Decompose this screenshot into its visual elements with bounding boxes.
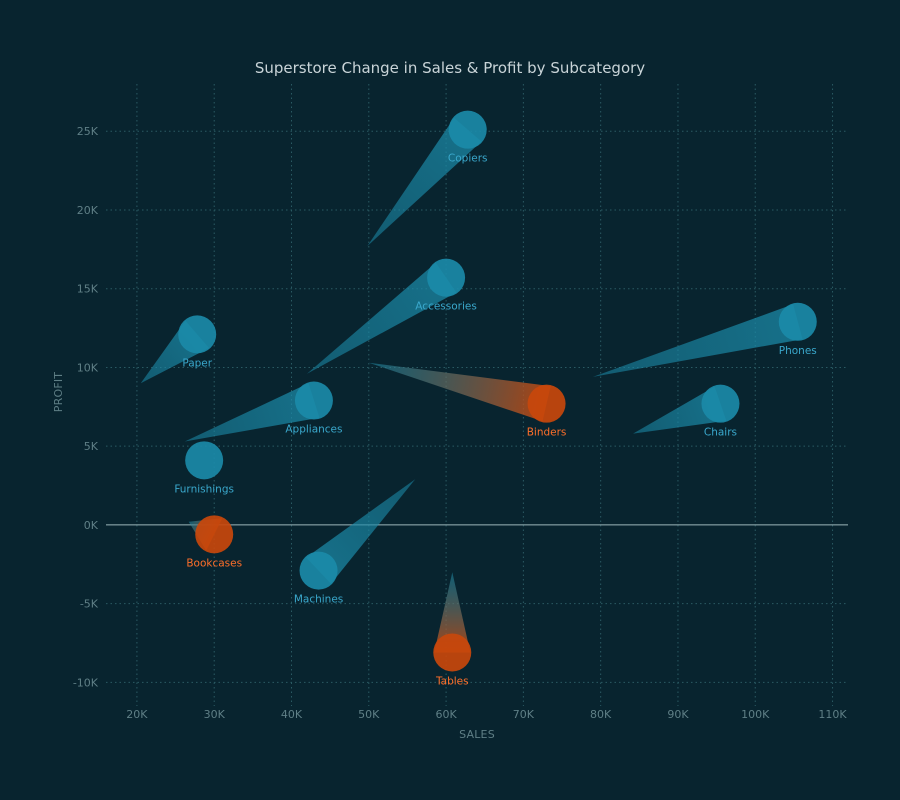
bubble-machines[interactable] [299,551,338,590]
change-tails [140,117,803,653]
bubble-copiers[interactable] [448,110,487,149]
x-tick-label: 70K [513,708,535,721]
y-tick-label: 25K [77,125,99,138]
bubble-label: Phones [779,345,817,357]
chart-title: Superstore Change in Sales & Profit by S… [255,59,645,77]
y-tick-label: 0K [84,519,99,532]
bubble-label: Machines [294,594,343,606]
bubble-label: Furnishings [174,483,234,495]
y-tick-label: 15K [77,283,99,296]
bubble-accessories[interactable] [427,258,466,297]
bubble-label: Bookcases [186,557,242,569]
bubble-label: Appliances [285,424,342,436]
change-tail-machines [306,479,416,584]
y-tick-label: 10K [77,361,99,374]
x-axis-title: SALES [459,728,495,741]
x-tick-label: 90K [667,708,689,721]
x-tick-label: 40K [281,708,303,721]
x-tick-label: 100K [741,708,770,721]
change-tail-copiers [367,117,482,247]
y-tick-label: 5K [84,440,99,453]
y-tick-label: -5K [80,598,99,611]
bubble-phones[interactable] [778,302,817,341]
change-tail-appliances [184,383,320,442]
bubble-label: Tables [435,675,469,687]
y-tick-label: -10K [73,676,99,689]
bubble-label: Paper [182,357,212,369]
x-tick-label: 30K [204,708,226,721]
x-tick-label: 60K [435,708,457,721]
bubble-furnishings[interactable] [185,441,224,480]
change-tail-tables [434,572,471,653]
tick-labels: 20K 30K 40K 50K 60K 70K 80K 90K 100K 110K -10K -5K 0… [73,125,848,721]
bubbles: Copiers Accessories Paper Phones Binders Chai… [174,110,817,687]
change-tail-phones [592,304,803,377]
y-axis-title: PROFIT [52,372,65,413]
bubble-label: Binders [527,427,567,439]
x-tick-label: 110K [818,708,847,721]
x-tick-label: 80K [590,708,612,721]
bubble-chairs[interactable] [701,384,740,423]
bubble-appliances[interactable] [294,381,333,420]
bubble-tables[interactable] [433,633,472,672]
change-tail-binders [368,362,551,422]
bubble-paper[interactable] [178,315,217,354]
x-tick-label: 50K [358,708,380,721]
x-tick-label: 20K [126,708,148,721]
change-tail-accessories [307,262,457,374]
bubble-binders[interactable] [527,384,566,423]
bubble-label: Copiers [448,153,488,165]
bubble-label: Chairs [704,427,737,439]
bubble-label: Accessories [415,301,477,313]
y-tick-label: 20K [77,204,99,217]
bubble-bookcases[interactable] [195,515,234,554]
